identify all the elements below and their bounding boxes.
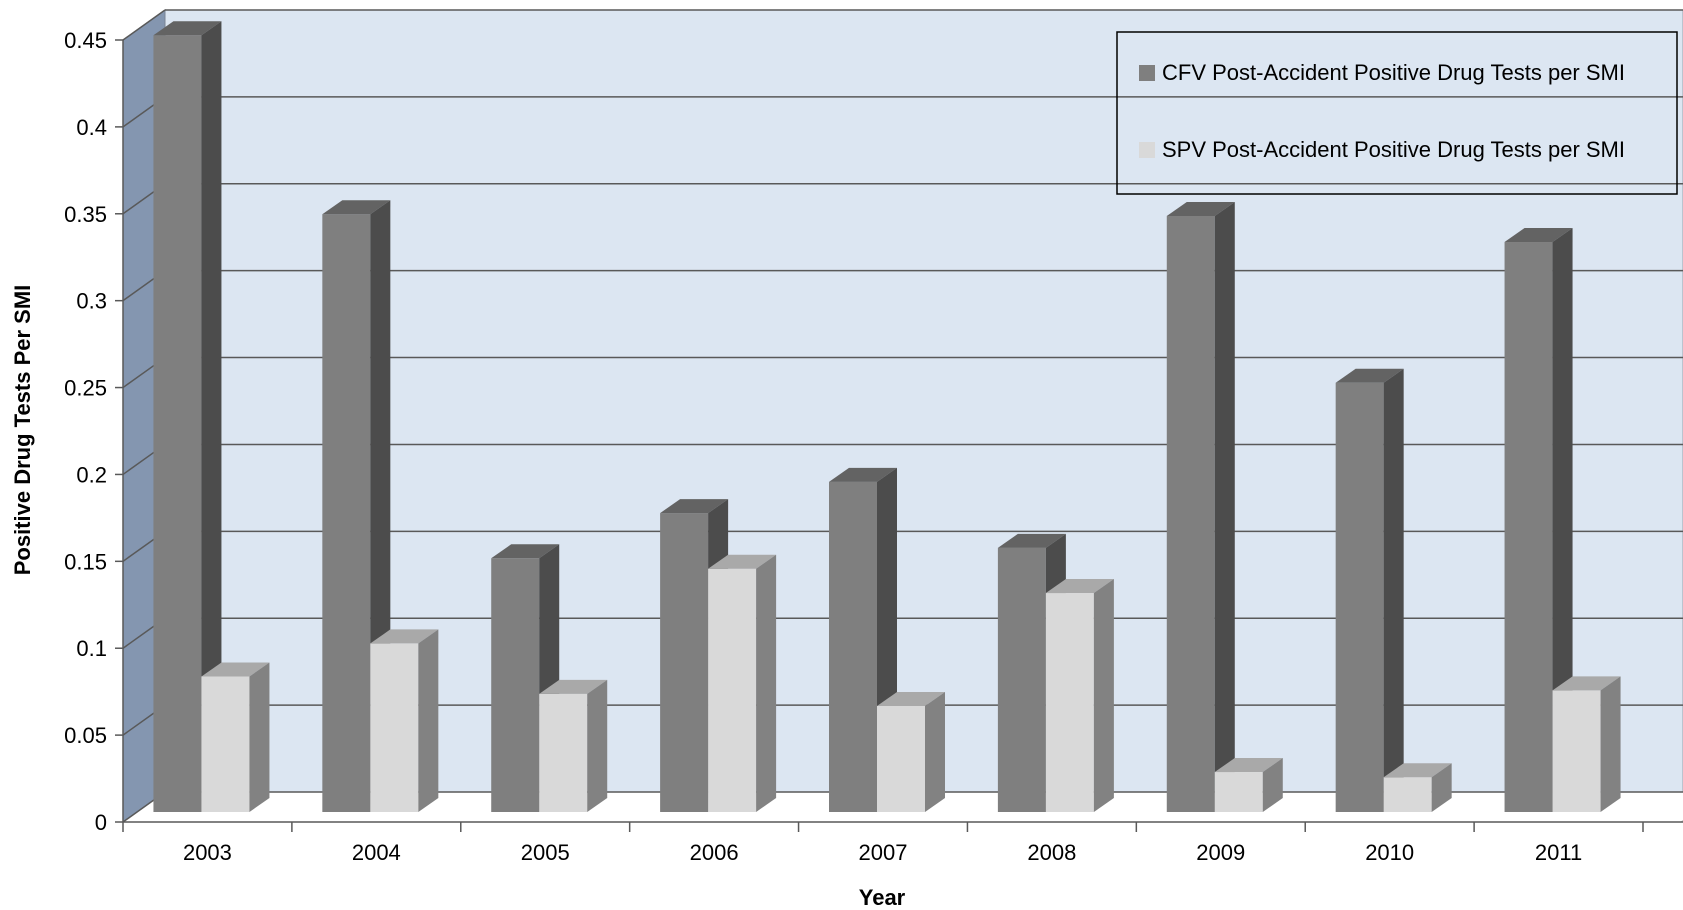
- bar-spv: [201, 662, 270, 812]
- bar-spv: [877, 691, 945, 812]
- bar-side: [756, 554, 777, 812]
- bar-front: [1383, 777, 1432, 812]
- bar-cfv: [829, 467, 897, 812]
- y-tick-label: 0.35: [64, 202, 107, 227]
- bar-front: [539, 693, 588, 812]
- y-tick-label: 0.3: [76, 289, 107, 314]
- legend-label: SPV Post-Accident Positive Drug Tests pe…: [1162, 137, 1625, 162]
- bar-side: [1552, 228, 1573, 812]
- bar-cfv: [1335, 368, 1404, 812]
- bar-spv: [708, 554, 777, 812]
- bar-side: [418, 629, 439, 812]
- x-tick-label: 2009: [1196, 840, 1245, 865]
- bar-top: [708, 554, 777, 569]
- legend: CFV Post-Accident Positive Drug Tests pe…: [1116, 31, 1678, 195]
- bar-front: [1214, 772, 1263, 812]
- bar-spv: [1214, 758, 1283, 812]
- bar-side: [249, 662, 270, 812]
- bar-front: [877, 705, 925, 812]
- legend-swatch: [1139, 65, 1155, 81]
- y-tick-label: 0.1: [76, 636, 107, 661]
- gridline-side: [122, 9, 166, 41]
- bar-top: [539, 679, 608, 694]
- bar-cfv: [1504, 228, 1573, 812]
- y-tick-label: 0.4: [76, 115, 107, 140]
- bar-top: [1214, 758, 1283, 773]
- bar-cfv: [153, 21, 222, 813]
- bar-spv: [1552, 676, 1621, 812]
- bar-side: [1262, 758, 1283, 812]
- bar-side: [1431, 763, 1452, 812]
- legend-label: CFV Post-Accident Positive Drug Tests pe…: [1162, 60, 1625, 85]
- legend-box: [1116, 31, 1678, 195]
- legend-swatch: [1139, 142, 1155, 158]
- bar-side: [1214, 201, 1235, 813]
- bar-top: [829, 467, 897, 482]
- bar-front: [708, 568, 757, 812]
- bar-side: [1600, 676, 1621, 812]
- bar-spv: [539, 679, 608, 812]
- bar-side: [1093, 579, 1114, 812]
- bar-front: [1166, 215, 1215, 813]
- bar-top: [1552, 676, 1621, 691]
- bar-side: [587, 679, 608, 812]
- x-axis-title: Year: [859, 885, 906, 910]
- bar-top: [1045, 579, 1114, 594]
- y-tick-label: 0.05: [64, 723, 107, 748]
- x-tick-label: 2011: [1535, 840, 1582, 865]
- bar-front: [1504, 242, 1553, 812]
- bar-front: [1045, 593, 1094, 812]
- bars: [153, 21, 1621, 813]
- bar-spv: [370, 629, 439, 812]
- bar-front: [1335, 382, 1384, 812]
- y-tick-label: 0.2: [76, 462, 107, 487]
- bar-front: [1552, 690, 1601, 812]
- y-tick-label: 0: [95, 810, 107, 835]
- bar-top: [322, 200, 391, 215]
- bar-top: [491, 544, 560, 559]
- bar-front: [153, 35, 202, 813]
- x-tick-label: 2006: [690, 840, 739, 865]
- bar-front: [660, 513, 709, 812]
- y-axis-title: Positive Drug Tests Per SMI: [10, 285, 35, 576]
- x-tick-label: 2007: [859, 840, 908, 865]
- bar-cfv: [1166, 201, 1235, 813]
- bar-top: [1504, 228, 1573, 243]
- bar-spv: [1383, 763, 1452, 812]
- bar-top: [997, 533, 1066, 548]
- bar-front: [491, 558, 540, 812]
- x-tick-label: 2010: [1365, 840, 1414, 865]
- bar-spv: [1045, 579, 1114, 812]
- bar-side: [201, 21, 222, 813]
- x-tick-label: 2008: [1027, 840, 1076, 865]
- bar-top: [1383, 763, 1452, 778]
- x-tick-label: 2004: [352, 840, 401, 865]
- x-tick-label: 2003: [183, 840, 232, 865]
- bar-top: [370, 629, 439, 644]
- bar-top: [660, 499, 729, 514]
- axes: 0 0.05 0.1 0.15 0.2 0.25 0.3 0.35 0.4 0.45 2003 200…: [64, 28, 1683, 865]
- bar-top: [877, 691, 945, 706]
- bar-front: [201, 676, 250, 812]
- bar-side: [1383, 368, 1404, 812]
- bar-top: [1166, 201, 1235, 216]
- bar-front: [322, 214, 371, 812]
- bar-top: [201, 662, 270, 677]
- bar-front: [370, 643, 419, 812]
- y-tick-label: 0.45: [64, 28, 107, 53]
- bar-top: [1335, 368, 1404, 383]
- bar-front: [997, 547, 1046, 812]
- bar-front: [829, 481, 877, 812]
- y-tick-label: 0.25: [64, 376, 107, 401]
- bar-side: [925, 691, 945, 812]
- bar-top: [153, 21, 222, 36]
- y-tick-label: 0.15: [64, 549, 107, 574]
- x-tick-label: 2005: [521, 840, 570, 865]
